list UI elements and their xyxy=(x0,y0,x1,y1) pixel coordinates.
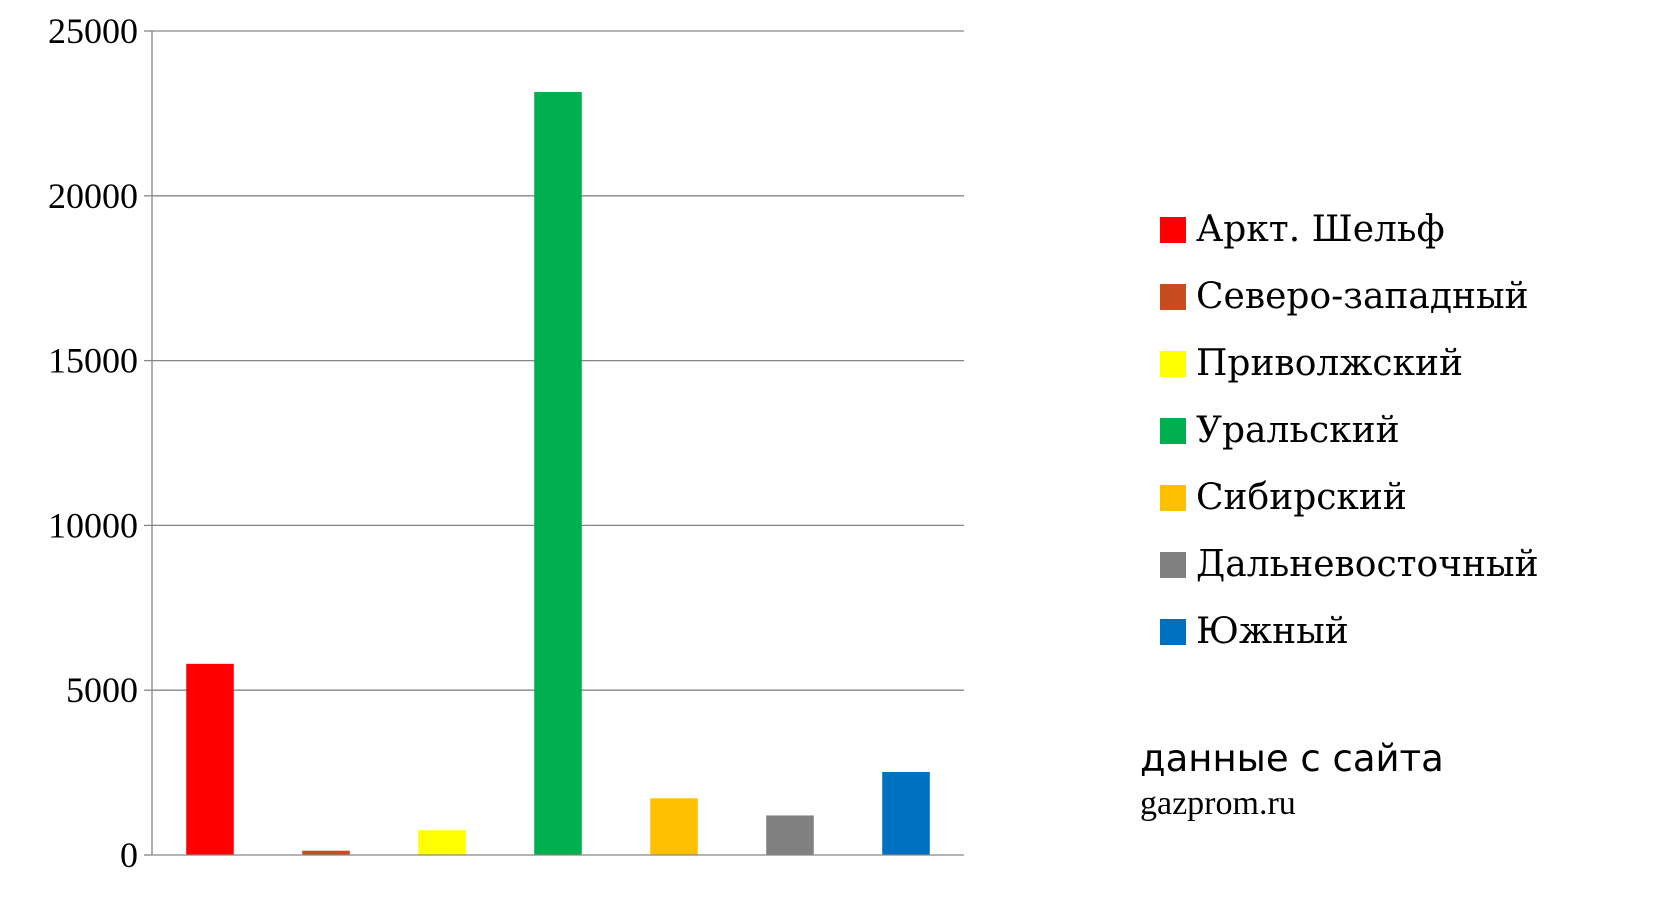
y-tick-label: 15000 xyxy=(48,341,138,381)
legend-label: Сибирский xyxy=(1196,476,1407,518)
bar-3 xyxy=(418,830,466,855)
legend-swatch xyxy=(1160,216,1186,243)
legend-swatch xyxy=(1160,618,1186,645)
legend-item: Дальневосточный xyxy=(1160,531,1660,598)
bar-6 xyxy=(766,815,814,855)
legend-label: Уральский xyxy=(1196,409,1400,451)
legend-swatch xyxy=(1160,417,1186,444)
legend-swatch xyxy=(1160,484,1186,511)
bar-7 xyxy=(882,771,930,855)
bar-5 xyxy=(650,798,698,855)
source-note: данные с сайта gazprom.ru xyxy=(1140,736,1660,826)
legend-swatch xyxy=(1160,350,1186,377)
y-tick-label: 20000 xyxy=(48,176,138,216)
legend-item: Уральский xyxy=(1160,397,1660,464)
legend-swatch xyxy=(1160,283,1186,310)
bars xyxy=(186,91,930,856)
bar-1 xyxy=(186,663,234,855)
y-tick-label: 0 xyxy=(120,835,138,875)
legend: Аркт. Шельф Северо-западный Приволжский Ура… xyxy=(1160,196,1660,665)
legend-item: Южный xyxy=(1160,598,1660,665)
legend-swatch xyxy=(1160,551,1186,578)
legend-item: Сибирский xyxy=(1160,464,1660,531)
y-axis: 0 5000 10000 15000 20000 25000 xyxy=(48,11,153,875)
y-tick-label: 25000 xyxy=(48,11,138,51)
legend-label: Дальневосточный xyxy=(1196,543,1539,585)
bar-4 xyxy=(534,91,582,856)
y-tick-label: 5000 xyxy=(66,670,138,710)
legend-label: Южный xyxy=(1196,610,1349,652)
legend-label: Аркт. Шельф xyxy=(1196,208,1445,250)
legend-item: Северо-западный xyxy=(1160,263,1660,330)
source-note-line2: gazprom.ru xyxy=(1140,785,1296,822)
legend-label: Приволжский xyxy=(1196,342,1464,384)
source-note-line1: данные с сайта xyxy=(1140,737,1444,780)
legend-label: Северо-западный xyxy=(1196,275,1529,317)
bar-2 xyxy=(302,850,350,855)
legend-item: Аркт. Шельф xyxy=(1160,196,1660,263)
legend-item: Приволжский xyxy=(1160,330,1660,397)
y-tick-label: 10000 xyxy=(48,505,138,545)
